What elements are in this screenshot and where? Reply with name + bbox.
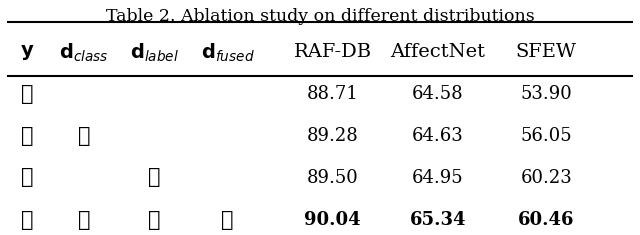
Text: ✓: ✓ (78, 210, 90, 230)
Text: 60.23: 60.23 (520, 169, 572, 187)
Text: $\mathbf{d}_{fused}$: $\mathbf{d}_{fused}$ (201, 41, 255, 64)
Text: ✓: ✓ (148, 210, 161, 230)
Text: ✓: ✓ (20, 85, 33, 104)
Text: ✓: ✓ (221, 210, 234, 230)
Text: SFEW: SFEW (516, 43, 577, 62)
Text: 88.71: 88.71 (307, 85, 358, 103)
Text: $\mathbf{d}_{label}$: $\mathbf{d}_{label}$ (130, 41, 179, 64)
Text: RAF-DB: RAF-DB (294, 43, 372, 62)
Text: 60.46: 60.46 (518, 211, 575, 229)
Text: 64.95: 64.95 (412, 169, 464, 187)
Text: ✓: ✓ (148, 168, 161, 187)
Text: ✓: ✓ (20, 210, 33, 230)
Text: 64.58: 64.58 (412, 85, 464, 103)
Text: ✓: ✓ (20, 127, 33, 145)
Text: AffectNet: AffectNet (390, 43, 485, 62)
Text: ✓: ✓ (20, 168, 33, 187)
Text: 89.28: 89.28 (307, 127, 358, 145)
Text: 56.05: 56.05 (520, 127, 572, 145)
Text: ✓: ✓ (78, 127, 90, 145)
Text: 65.34: 65.34 (410, 211, 466, 229)
Text: 64.63: 64.63 (412, 127, 464, 145)
Text: $\mathbf{y}$: $\mathbf{y}$ (20, 43, 34, 62)
Text: 53.90: 53.90 (520, 85, 572, 103)
Text: 89.50: 89.50 (307, 169, 358, 187)
Text: Table 2. Ablation study on different distributions: Table 2. Ablation study on different dis… (106, 8, 534, 25)
Text: $\mathbf{d}_{class}$: $\mathbf{d}_{class}$ (60, 41, 109, 64)
Text: 90.04: 90.04 (305, 211, 361, 229)
